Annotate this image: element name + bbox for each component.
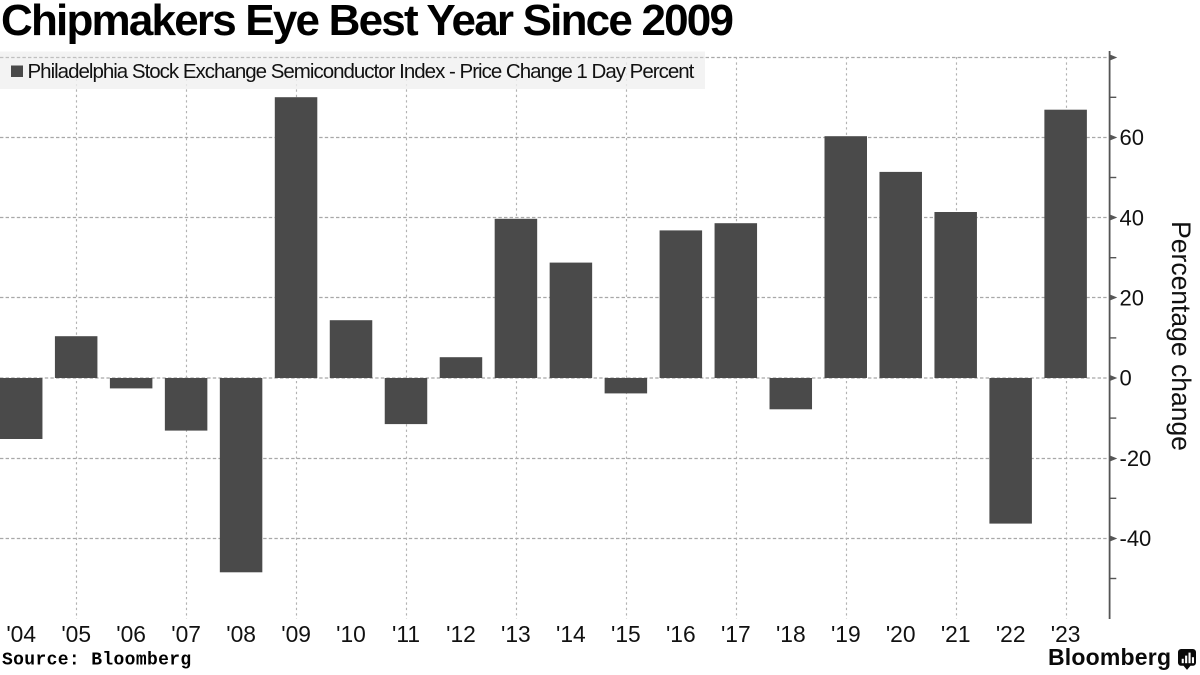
svg-text:Source: Bloomberg: Source: Bloomberg xyxy=(2,651,192,671)
svg-text:'04: '04 xyxy=(6,621,36,647)
svg-text:-20: -20 xyxy=(1120,446,1152,471)
svg-text:'14: '14 xyxy=(556,621,586,647)
svg-text:'09: '09 xyxy=(281,621,311,647)
svg-text:20: 20 xyxy=(1120,286,1144,311)
svg-text:'23: '23 xyxy=(1051,621,1081,647)
svg-text:'22: '22 xyxy=(996,621,1026,647)
svg-text:'21: '21 xyxy=(941,621,971,647)
svg-text:'08: '08 xyxy=(226,621,256,647)
svg-text:'13: '13 xyxy=(501,621,531,647)
svg-text:'20: '20 xyxy=(886,621,916,647)
svg-text:Bloomberg: Bloomberg xyxy=(1048,644,1171,670)
svg-text:'18: '18 xyxy=(776,621,806,647)
svg-text:'05: '05 xyxy=(61,621,91,647)
svg-text:Chipmakers Eye Best Year Since: Chipmakers Eye Best Year Since 2009 xyxy=(1,0,732,45)
svg-text:Percentage change: Percentage change xyxy=(1166,221,1196,451)
svg-text:-40: -40 xyxy=(1120,526,1152,551)
svg-text:40: 40 xyxy=(1120,205,1144,230)
svg-text:'12: '12 xyxy=(446,621,476,647)
svg-text:Philadelphia Stock Exchange Se: Philadelphia Stock Exchange Semiconducto… xyxy=(28,60,695,83)
svg-text:'10: '10 xyxy=(336,621,366,647)
svg-text:'11: '11 xyxy=(392,621,420,647)
svg-text:60: 60 xyxy=(1120,125,1144,150)
svg-text:0: 0 xyxy=(1120,366,1132,391)
svg-text:'19: '19 xyxy=(831,621,861,647)
svg-text:'07: '07 xyxy=(171,621,201,647)
svg-text:'15: '15 xyxy=(611,621,641,647)
svg-text:'17: '17 xyxy=(721,621,751,647)
svg-text:'06: '06 xyxy=(116,621,146,647)
svg-text:'16: '16 xyxy=(666,621,696,647)
